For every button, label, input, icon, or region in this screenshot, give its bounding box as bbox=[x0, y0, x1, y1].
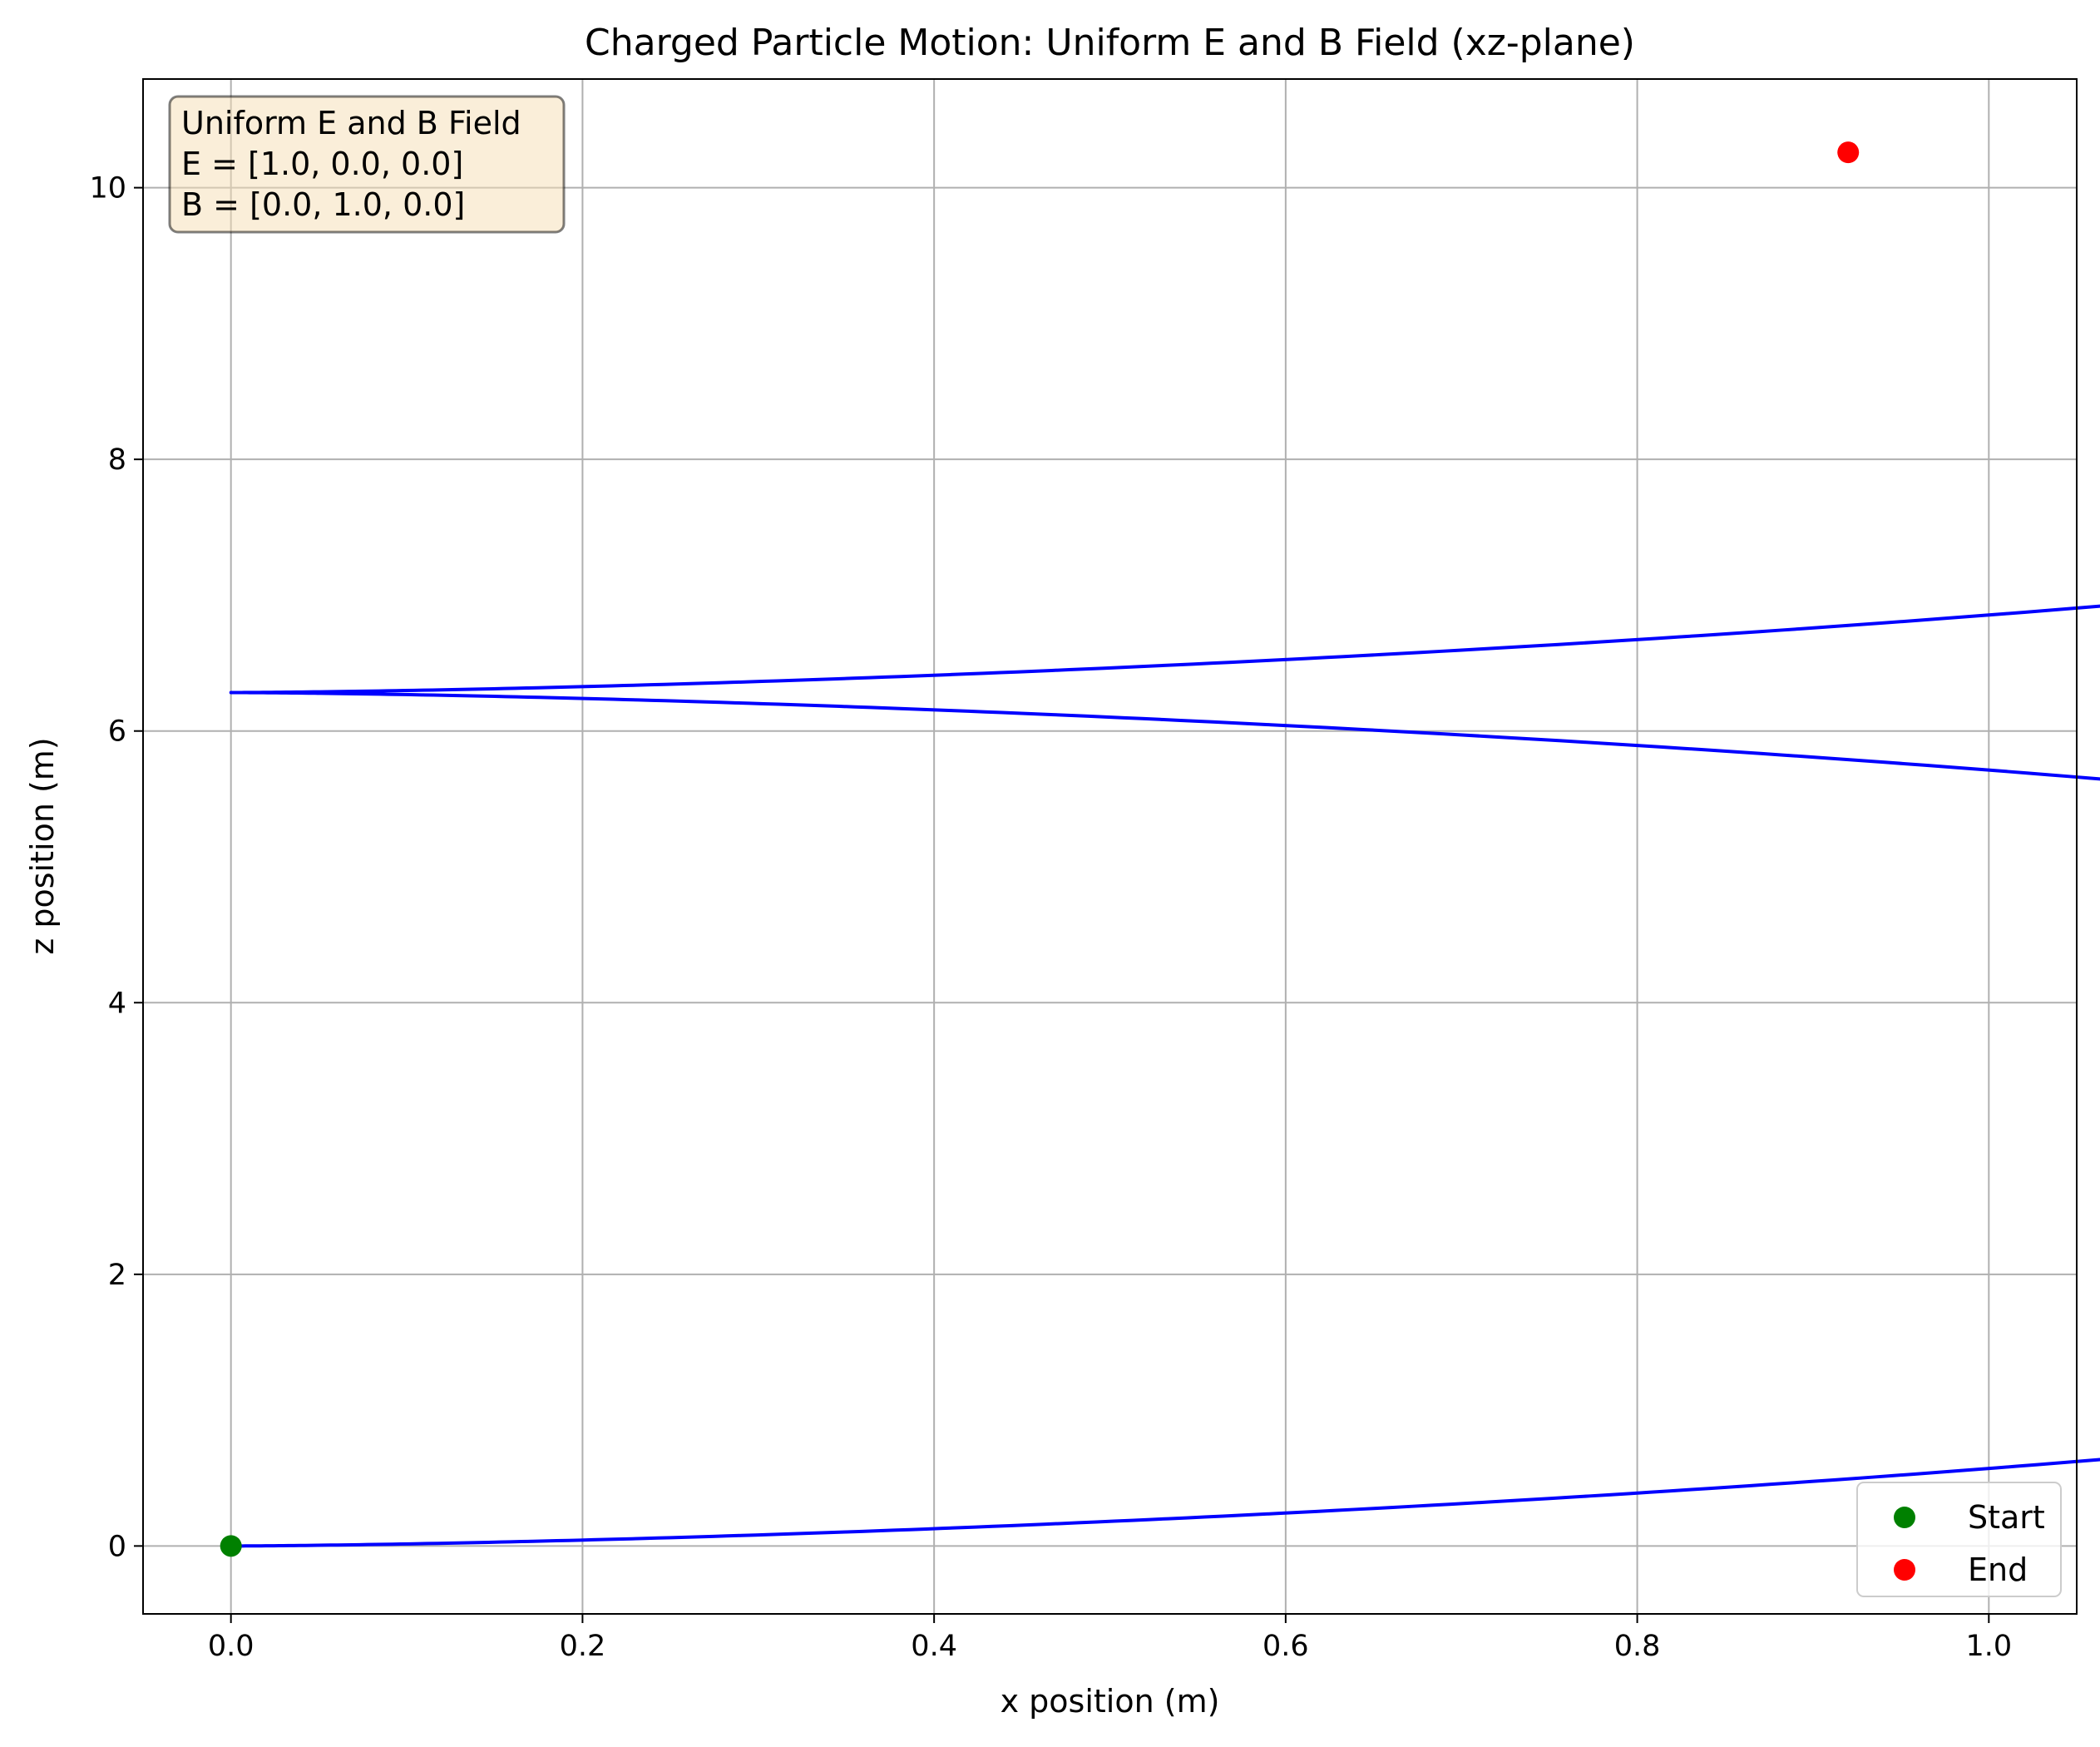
plot-area bbox=[143, 79, 2077, 1614]
x-axis-label: x position (m) bbox=[1001, 1683, 1220, 1720]
y-tick-label: 10 bbox=[89, 172, 126, 205]
x-tick-label: 1.0 bbox=[1965, 1630, 2012, 1663]
y-tick-label: 2 bbox=[108, 1259, 126, 1292]
legend: Start End bbox=[1856, 1482, 2062, 1597]
legend-start-marker bbox=[1894, 1507, 1915, 1528]
end-marker bbox=[1837, 141, 1860, 164]
legend-end-marker bbox=[1894, 1559, 1915, 1581]
series-layer bbox=[220, 141, 2100, 1557]
x-tick-label: 0.8 bbox=[1614, 1630, 1661, 1663]
annotation-line-3: B = [0.0, 1.0, 0.0] bbox=[181, 186, 465, 223]
annotation-line-1: Uniform E and B Field bbox=[181, 105, 521, 141]
legend-end-label: End bbox=[1968, 1552, 2028, 1588]
annotation-box: Uniform E and B Field E = [1.0, 0.0, 0.0… bbox=[168, 95, 566, 234]
y-axis-label: z position (m) bbox=[24, 737, 61, 954]
y-tick-label: 6 bbox=[108, 715, 126, 749]
y-tick-label: 8 bbox=[108, 443, 126, 477]
trajectory-line bbox=[229, 604, 2100, 1548]
y-tick-label: 4 bbox=[108, 987, 126, 1020]
plot-frame bbox=[142, 78, 2078, 1615]
grid bbox=[143, 79, 2077, 1614]
chart-title: Charged Particle Motion: Uniform E and B… bbox=[585, 22, 1635, 64]
annotation-background bbox=[168, 95, 566, 234]
ticks: 0.0 0.2 0.4 0.6 0.8 1.0 0 2 4 6 8 10 bbox=[89, 172, 2012, 1663]
x-tick-label: 0.2 bbox=[560, 1630, 606, 1663]
x-tick-label: 0.0 bbox=[208, 1630, 254, 1663]
annotation-line-2: E = [1.0, 0.0, 0.0] bbox=[181, 146, 463, 182]
start-marker bbox=[220, 1535, 242, 1557]
legend-start-label: Start bbox=[1968, 1499, 2045, 1536]
x-tick-label: 0.6 bbox=[1262, 1630, 1309, 1663]
y-tick-label: 0 bbox=[108, 1530, 126, 1563]
x-tick-label: 0.4 bbox=[911, 1630, 957, 1663]
